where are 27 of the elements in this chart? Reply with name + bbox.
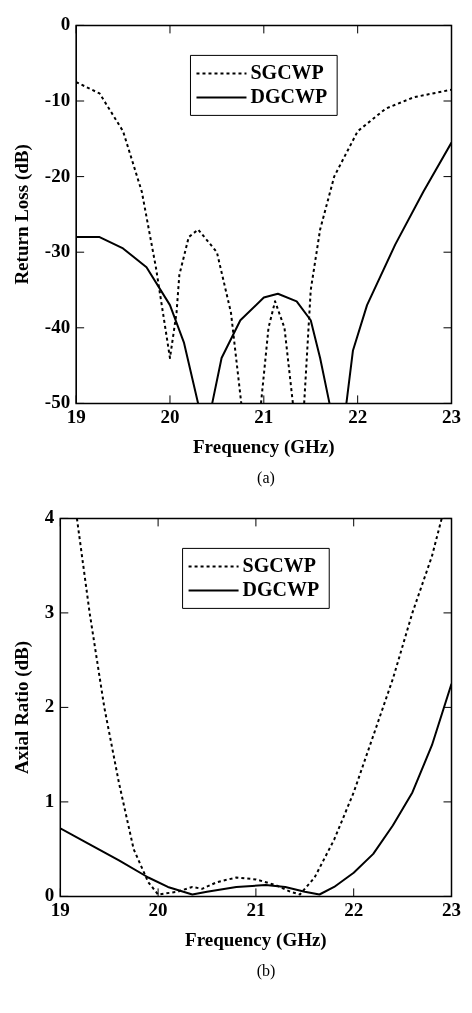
y-tick-label: -30 [44,240,71,262]
y-axis-title: Axial Ratio (dB) [11,640,34,774]
y-tick-label: -40 [44,315,71,337]
legend-label: DGCWP [242,577,320,600]
legend-label: SGCWP [250,60,324,83]
x-tick-label: 21 [246,898,266,920]
x-tick-label: 20 [160,405,180,427]
text: (b) [255,962,277,980]
y-axis-title: Return Loss (dB) [11,144,34,285]
text: (a) [256,469,276,487]
y-tick-label: 1 [44,789,55,811]
y-tick-label: -20 [44,164,71,186]
x-tick-label: 23 [442,405,461,427]
y-tick-label: 3 [44,600,55,622]
x-axis-title: Frequency (GHz) [193,435,335,458]
x-tick-label: 21 [254,405,274,427]
x-tick-label: 22 [348,405,368,427]
legend-label: SGCWP [242,553,316,576]
x-tick-label: 23 [442,898,461,920]
legend-label: DGCWP [250,84,328,107]
x-tick-label: 20 [148,898,168,920]
y-tick-label: 4 [44,506,55,528]
y-tick-label: 0 [60,13,71,35]
x-tick-label: 22 [344,898,364,920]
x-axis-title: Frequency (GHz) [185,928,327,951]
y-tick-label: 2 [44,695,55,717]
y-tick-label: -10 [44,88,71,110]
